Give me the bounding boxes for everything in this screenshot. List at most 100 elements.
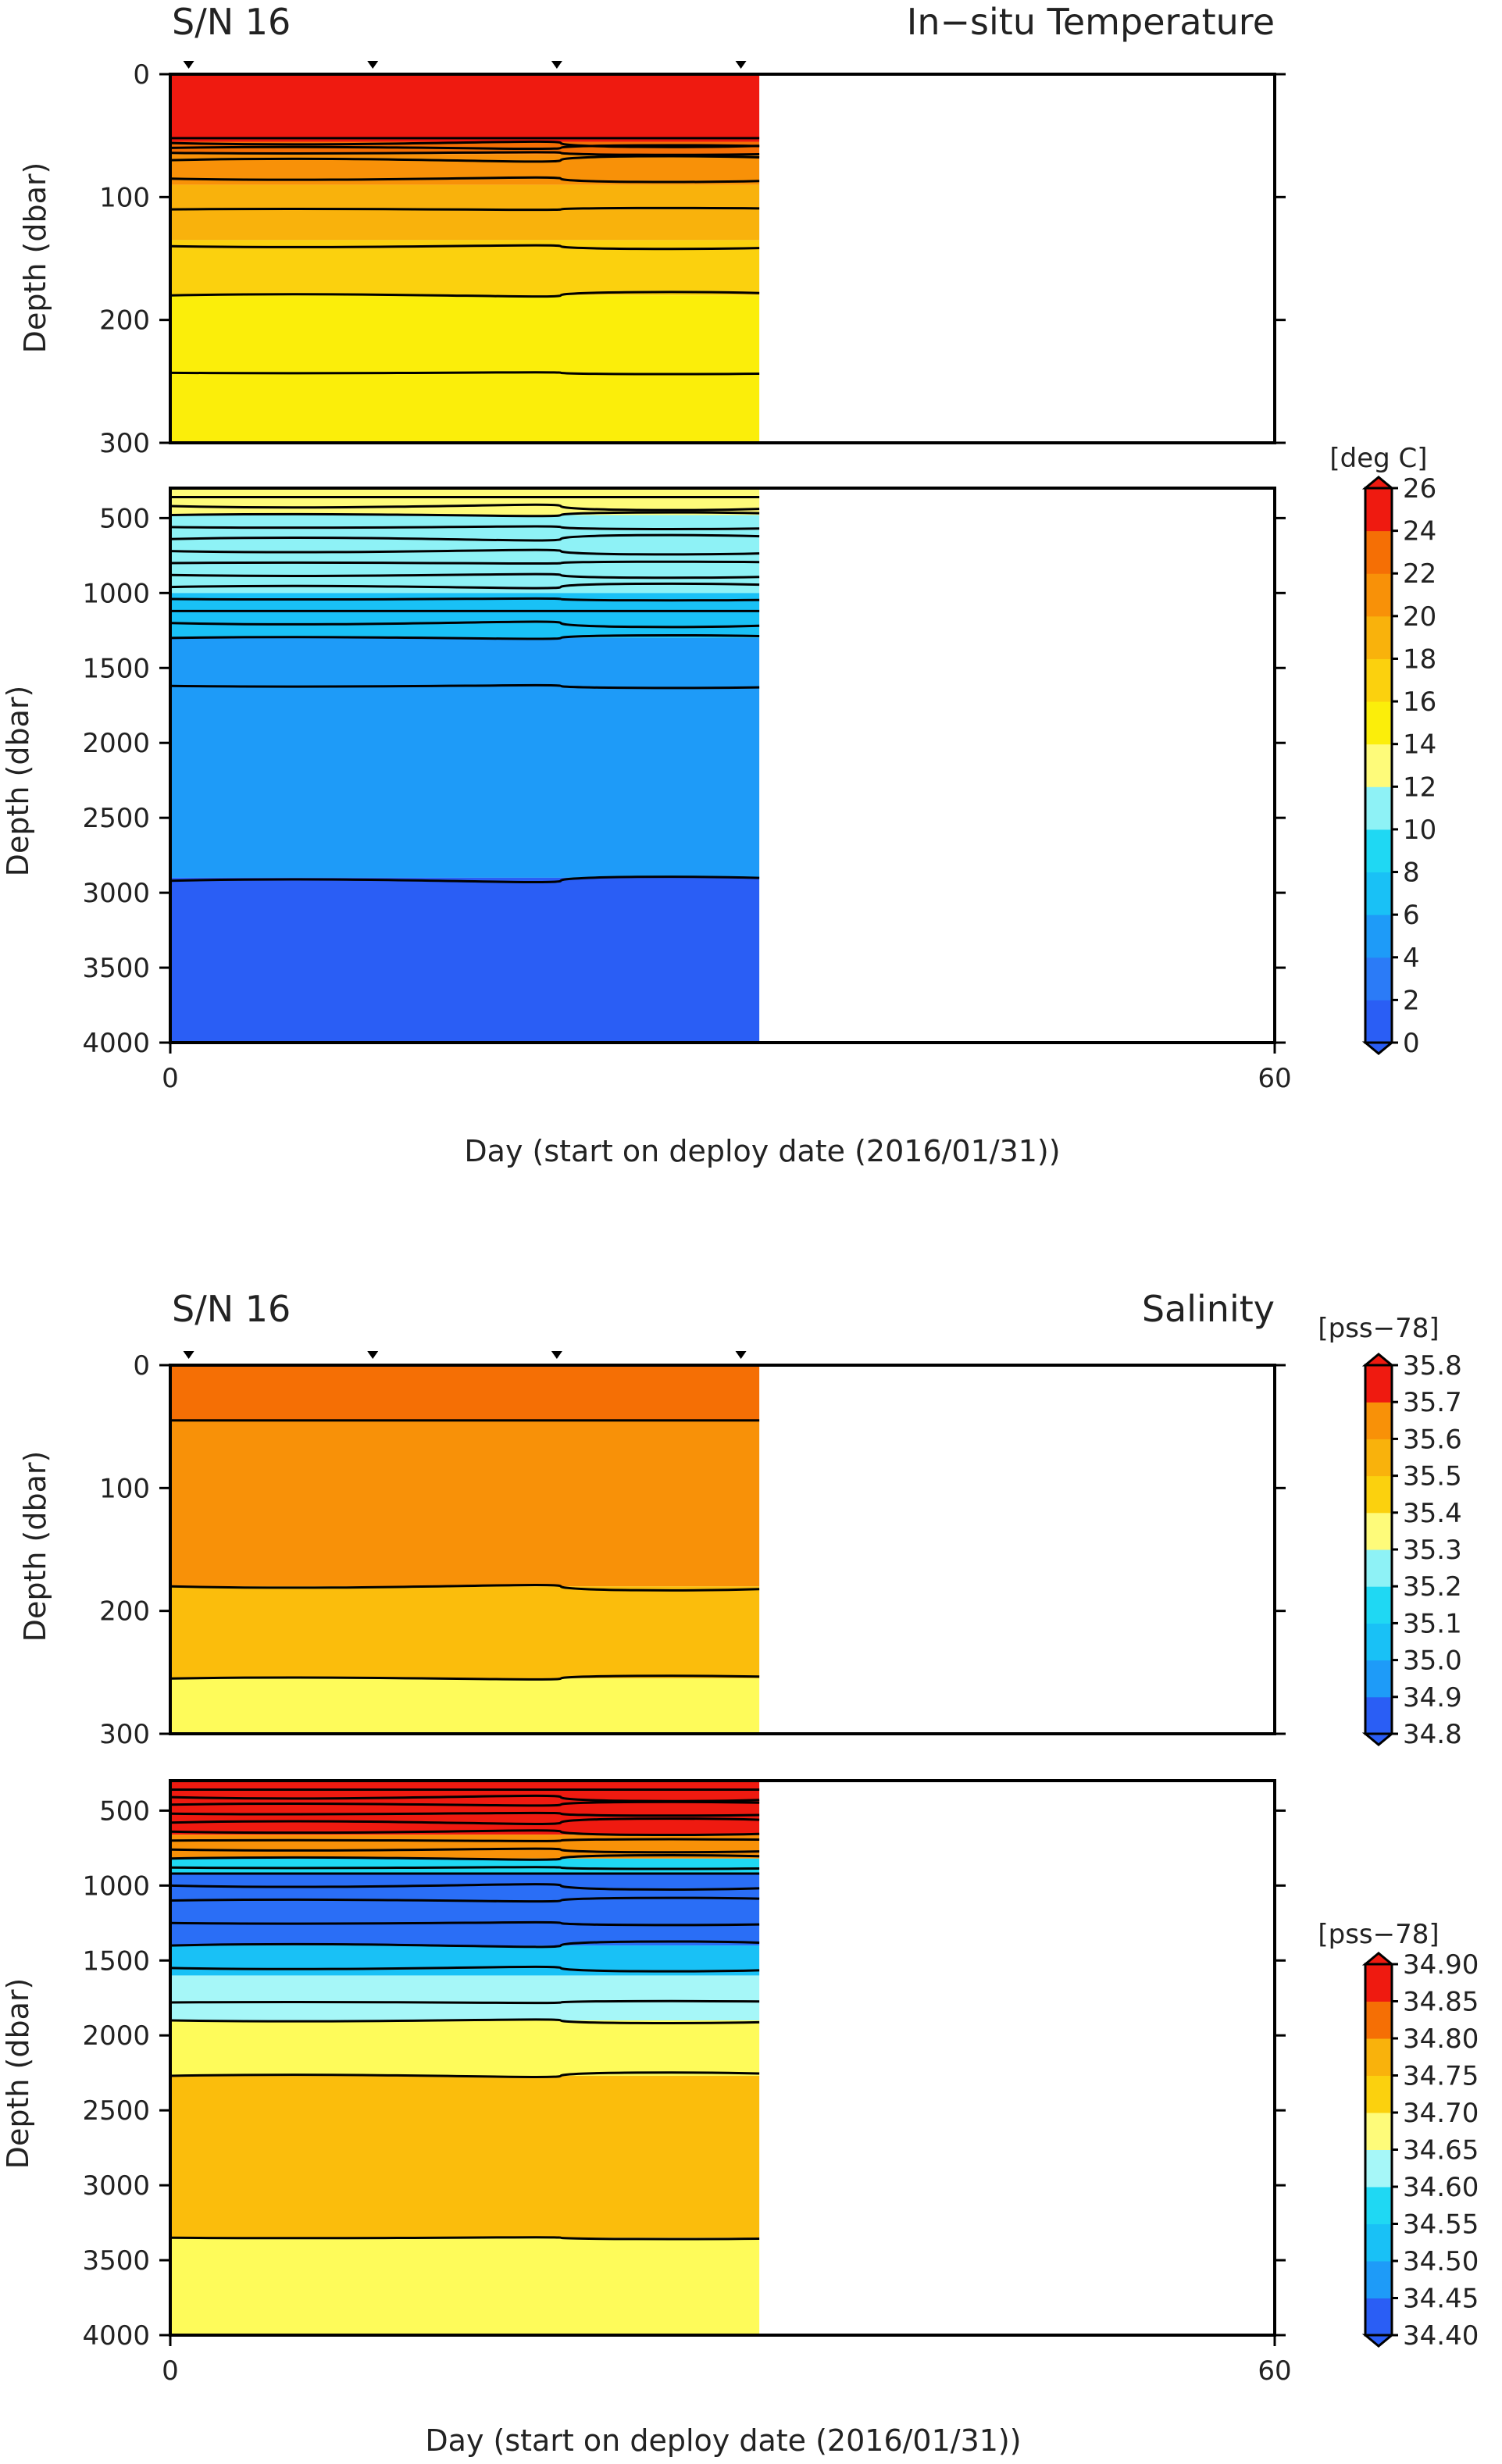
salinity-lower-layer [170, 2076, 760, 2238]
temperature-lower-contour [169, 620, 760, 629]
salinity-lower-contour [169, 2236, 760, 2241]
temperature-colorbar-swatch [1365, 530, 1392, 574]
salinity-upper-colorbar-level-label: 35.7 [1403, 1387, 1462, 1418]
salinity-lower-colorbar-swatch [1365, 2223, 1392, 2262]
temperature-upper-contour [169, 155, 760, 163]
temperature-upper-contour [169, 206, 760, 212]
temperature-colorbar-swatch [1365, 1000, 1392, 1043]
temperature-colorbar-swatch [1365, 872, 1392, 915]
salinity-upper-y-ticks: 0 100 200 300 [99, 1350, 1286, 1750]
salinity-x-ticks: 0 60 [162, 2335, 1292, 2387]
salinity-lower-colorbar-level-label: 34.65 [1403, 2135, 1479, 2166]
salinity-upper-layer [170, 1365, 760, 1421]
salinity-marker [551, 1351, 562, 1359]
temperature-lower-contour [169, 572, 760, 579]
salinity-upper-contour [169, 1583, 760, 1592]
temperature-lower-contour [169, 597, 760, 602]
salinity-lower-plot [169, 1779, 1276, 2337]
temperature-lower-contour [169, 633, 760, 640]
temperature-colorbar-level-label: 8 [1403, 858, 1420, 889]
salinity-lower-y-tick-label: 500 [99, 1795, 150, 1827]
temperature-lower-y-label: Depth (dbar) [1, 686, 35, 877]
salinity-upper-colorbar-swatch [1365, 1439, 1392, 1477]
salinity-upper-colorbar-level-label: 34.9 [1403, 1682, 1462, 1713]
temperature-upper-contour [169, 291, 760, 298]
salinity-lower-y-tick-label: 2000 [82, 2020, 150, 2052]
salinity-lower-contour [169, 1847, 760, 1854]
salinity-lower-y-tick-label: 3000 [82, 2170, 150, 2202]
salinity-upper-colorbar-level-label: 35.0 [1403, 1646, 1462, 1677]
salinity-upper-colorbar-level-label: 35.2 [1403, 1571, 1462, 1603]
temperature-lower-y-ticks: 500 1000 1500 2000 2500 3000 3500 4000 [82, 503, 1286, 1059]
temperature-upper-contour [169, 151, 760, 156]
salinity-lower-colorbar-swatch [1365, 1964, 1392, 2002]
salinity-upper-colorbar-over-triangle [1361, 1353, 1396, 1367]
salinity-upper-layer [170, 1586, 760, 1679]
salinity-upper-y-label: Depth (dbar) [18, 1451, 52, 1642]
salinity-upper-colorbar-level-label: 35.8 [1403, 1350, 1462, 1382]
temperature-colorbar-swatch [1365, 743, 1392, 787]
salinity-lower-colorbar-swatch [1365, 2075, 1392, 2113]
salinity-lower-contour [169, 1920, 760, 1927]
temperature-serial-title: S/N 16 [172, 1, 291, 43]
temperature-upper-y-tick-label: 0 [133, 59, 150, 91]
temperature-lower-layer [170, 637, 760, 878]
temperature-lower-contour [169, 533, 760, 542]
salinity-lower-y-tick-label: 1000 [82, 1870, 150, 1902]
salinity-lower-colorbar-level-label: 34.75 [1403, 2061, 1479, 2092]
temperature-variable-title: In−situ Temperature [907, 1, 1275, 43]
salinity-lower-layer [170, 2020, 760, 2077]
salinity-lower-colorbar-level-label: 34.85 [1403, 1987, 1479, 2018]
temperature-lower-y-tick-label: 2500 [82, 803, 150, 834]
salinity-lower-contour [169, 1965, 760, 1973]
salinity-lower-layer [170, 1858, 760, 1874]
temperature-colorbar-level-label: 20 [1403, 601, 1436, 633]
temperature-lower-contour [169, 683, 760, 690]
salinity-lower-colorbar-swatch [1365, 2149, 1392, 2188]
salinity-upper-frame [169, 1364, 1276, 1735]
temperature-upper-contour [169, 140, 760, 148]
salinity-lower-contour [169, 1940, 760, 1949]
salinity-serial-title: S/N 16 [172, 1288, 291, 1330]
temperature-upper-frame [169, 73, 1276, 444]
salinity-upper-colorbar-swatch [1365, 1623, 1392, 1661]
temperature-lower-contour [169, 548, 760, 556]
salinity-lower-contour [169, 1896, 760, 1903]
temperature-upper-contour [169, 371, 760, 376]
salinity-lower-contour [169, 2018, 760, 2024]
temperature-colorbar-swatch [1365, 786, 1392, 830]
salinity-marker [735, 1351, 747, 1359]
temperature-upper-contour [169, 244, 760, 251]
salinity-upper-colorbar-level-label: 35.1 [1403, 1608, 1462, 1639]
salinity-sampling-markers [183, 1351, 747, 1359]
temperature-x-tick-label: 0 [162, 1063, 179, 1094]
temperature-upper-y-label: Depth (dbar) [18, 162, 52, 354]
temperature-lower-y-tick-label: 4000 [82, 1028, 150, 1059]
salinity-upper-layer [170, 1420, 760, 1587]
temperature-upper-y-tick-label: 300 [99, 428, 150, 459]
temperature-lower-plot [169, 487, 1276, 1044]
salinity-lower-colorbar-swatch [1365, 2187, 1392, 2224]
salinity-lower-colorbar-level-label: 34.45 [1403, 2284, 1479, 2315]
salinity-upper-colorbar-swatch [1365, 1365, 1392, 1403]
temperature-marker [735, 61, 747, 69]
temperature-upper-layer [170, 295, 760, 443]
temperature-colorbar-outline [1364, 487, 1393, 1044]
temperature-lower-y-tick-label: 500 [99, 503, 150, 534]
temperature-sampling-markers [183, 61, 747, 69]
salinity-lower-colorbar-swatch [1365, 2113, 1392, 2150]
temperature-upper-contour [169, 176, 760, 184]
salinity-lower-colorbar-over-triangle [1361, 1952, 1396, 1966]
temperature-colorbar-level-label: 24 [1403, 516, 1436, 547]
salinity-lower-contour [169, 1811, 760, 1817]
temperature-colorbar-level-label: 0 [1403, 1028, 1420, 1059]
salinity-lower-frame [169, 1779, 1276, 2337]
salinity-upper-plot [169, 1364, 1276, 1735]
salinity-lower-colorbar-swatch [1365, 2298, 1392, 2336]
salinity-upper-y-tick-label: 100 [99, 1473, 150, 1504]
salinity-lower-colorbar-swatch [1365, 2038, 1392, 2076]
salinity-lower-colorbar: 34.40 34.45 34.50 34.55 34.60 34.65 34.70 34.75… [1361, 1949, 1479, 2352]
temperature-colorbar-swatch [1365, 701, 1392, 745]
